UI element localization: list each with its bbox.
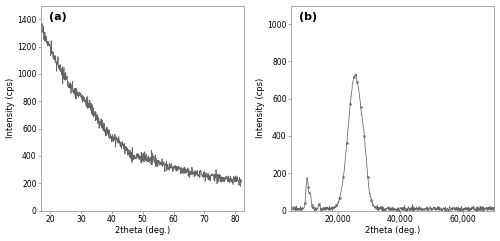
Text: (a): (a) bbox=[49, 12, 67, 22]
X-axis label: 2theta (deg.): 2theta (deg.) bbox=[365, 227, 420, 235]
Y-axis label: Intensity (cps): Intensity (cps) bbox=[6, 78, 15, 138]
X-axis label: 2theta (deg.): 2theta (deg.) bbox=[115, 227, 170, 235]
Text: (b): (b) bbox=[299, 12, 317, 22]
Y-axis label: Intensity (cps): Intensity (cps) bbox=[256, 78, 264, 138]
